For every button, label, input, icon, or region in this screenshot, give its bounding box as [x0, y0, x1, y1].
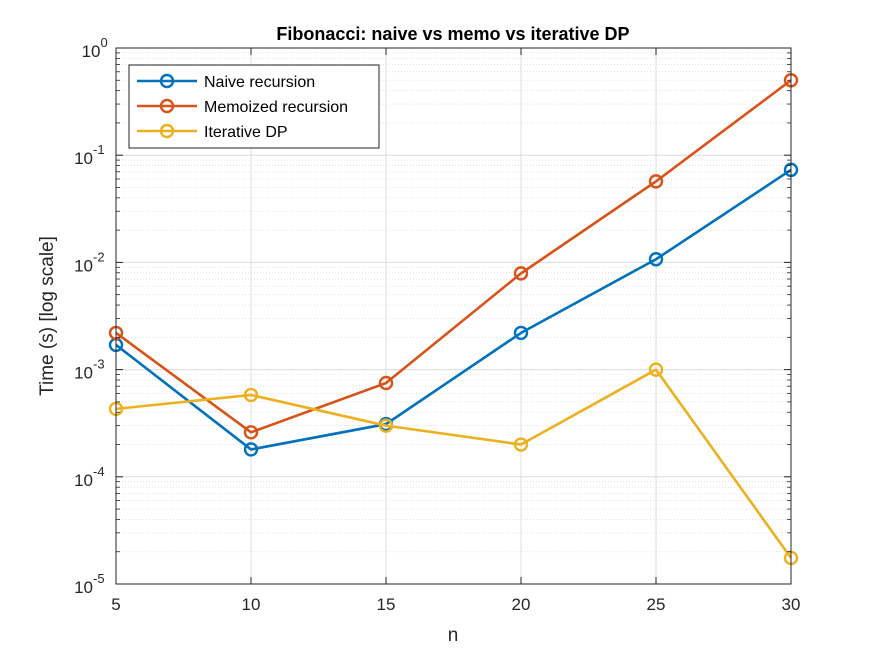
- data-point: [243, 442, 259, 457]
- y-tick-label: 10 0: [82, 35, 108, 61]
- y-axis-label: Time (s) [log scale]: [37, 236, 58, 396]
- y-tick-label: 10 -5: [74, 571, 104, 597]
- y-tick-exponent: -4: [93, 464, 105, 479]
- x-tick-labels: 5 10 15 20 25 30: [111, 595, 800, 614]
- legend-items: Naive recursion Memoized recursion Iterati…: [137, 73, 348, 141]
- y-tick-label: 10 -2: [74, 249, 104, 275]
- y-tick-label: 10 -1: [74, 142, 104, 168]
- y-tick-base: 10: [74, 149, 93, 168]
- x-tick-label: 15: [377, 595, 396, 614]
- y-tick-base: 10: [82, 42, 101, 61]
- y-tick-exponent: -2: [93, 249, 105, 264]
- x-tick-label: 5: [111, 595, 120, 614]
- plot-frame: [115, 47, 792, 585]
- y-tick-base: 10: [74, 471, 93, 490]
- x-tick-label: 20: [512, 595, 531, 614]
- y-tick-label: 10 -3: [74, 357, 104, 383]
- y-tick-exponent: -5: [93, 571, 105, 586]
- series-line: [115, 79, 792, 434]
- y-tick-exponent: 0: [101, 35, 108, 50]
- x-tick-label: 10: [242, 595, 261, 614]
- legend-item: Naive recursion: [137, 73, 315, 91]
- legend-label: Iterative DP: [204, 124, 288, 141]
- data-point: [513, 325, 529, 341]
- x-tick-label: 25: [647, 595, 666, 614]
- axis-ticks: [115, 47, 792, 585]
- data-point: [513, 437, 529, 452]
- y-tick-exponent: -1: [93, 142, 105, 157]
- y-tick-base: 10: [74, 578, 93, 597]
- legend: Naive recursion Memoized recursion Iterati…: [128, 64, 380, 149]
- data-point: [378, 375, 394, 391]
- x-axis-label: n: [448, 625, 459, 646]
- data-point: [243, 387, 259, 403]
- y-tick-label: 10 -4: [74, 464, 104, 490]
- data-point: [648, 252, 664, 267]
- data-point: [648, 174, 664, 189]
- chart-title: Fibonacci: naive vs memo vs iterative DP: [276, 24, 629, 44]
- data-point: [513, 266, 529, 281]
- series-line: [115, 168, 792, 451]
- legend-item: Memoized recursion: [137, 98, 348, 116]
- legend-label: Naive recursion: [204, 74, 315, 91]
- data-point: [378, 418, 394, 433]
- legend-marker: [159, 123, 175, 139]
- data-point: [243, 425, 259, 440]
- legend-item: Iterative DP: [137, 123, 288, 141]
- legend-label: Memoized recursion: [204, 99, 348, 116]
- x-tick-label: 30: [782, 595, 801, 614]
- y-tick-base: 10: [74, 256, 93, 275]
- series-line: [115, 368, 793, 559]
- legend-marker: [159, 98, 175, 114]
- y-tick-exponent: -3: [93, 357, 105, 372]
- y-tick-base: 10: [74, 364, 93, 383]
- legend-marker: [159, 73, 175, 89]
- data-point: [648, 362, 664, 377]
